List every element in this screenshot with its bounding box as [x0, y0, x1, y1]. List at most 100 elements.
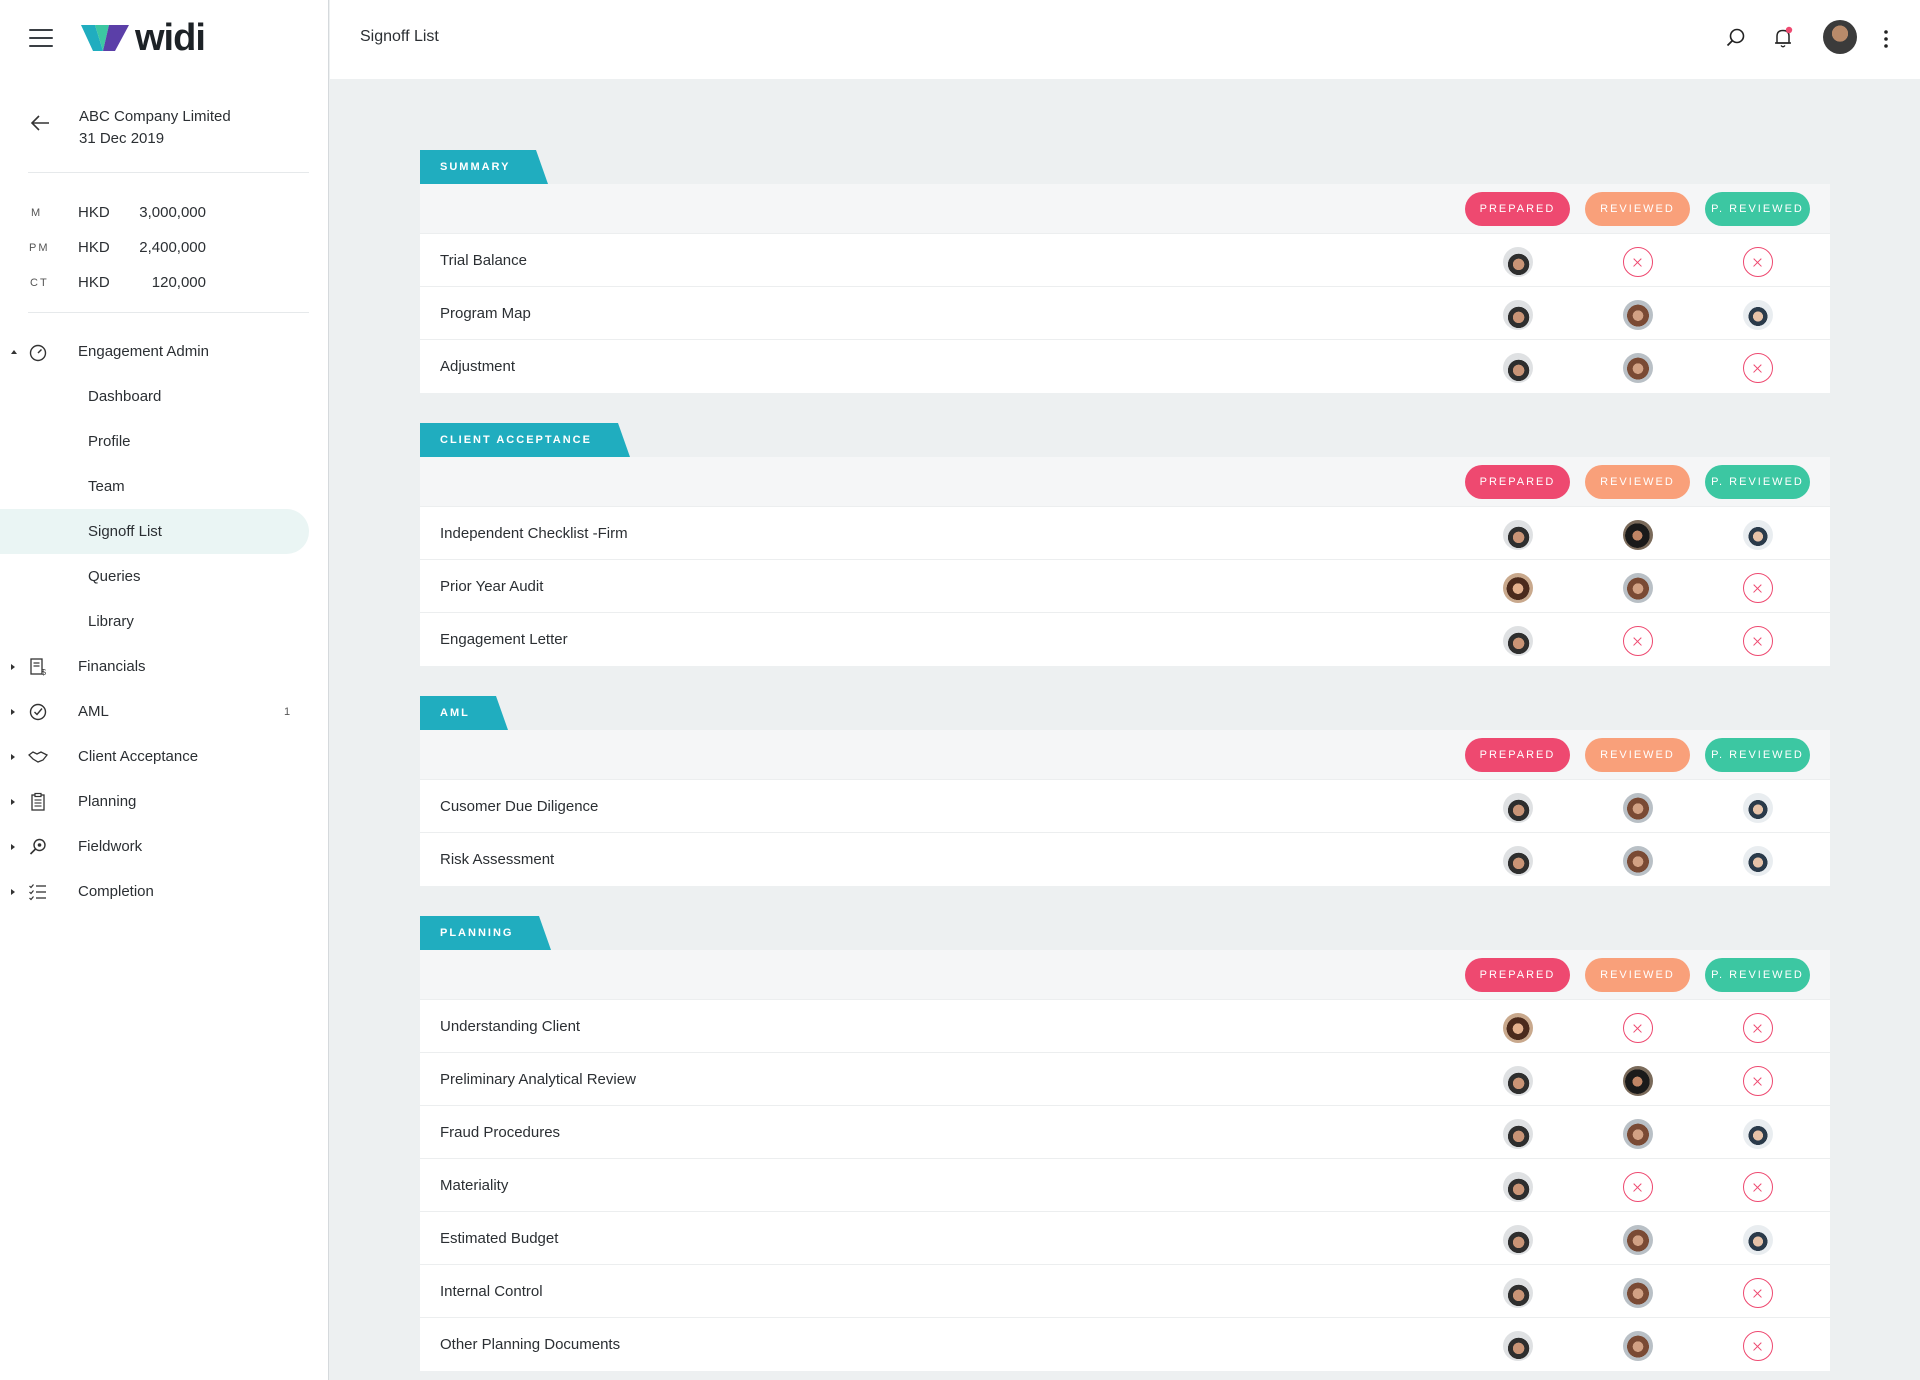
signer-avatar[interactable]: [1503, 793, 1533, 823]
table-row[interactable]: Independent Checklist -Firm: [420, 507, 1830, 560]
p-reviewed-cell[interactable]: [1743, 353, 1773, 383]
not-signed-icon[interactable]: [1743, 1013, 1773, 1043]
signer-avatar[interactable]: [1623, 1066, 1653, 1096]
sidebar-item-library[interactable]: Library: [88, 613, 134, 630]
signer-avatar[interactable]: [1503, 626, 1533, 656]
not-signed-icon[interactable]: [1743, 1066, 1773, 1096]
table-row[interactable]: Internal Control: [420, 1265, 1830, 1318]
signer-avatar[interactable]: [1503, 353, 1533, 383]
prepared-cell[interactable]: [1503, 1066, 1533, 1096]
menu-icon[interactable]: [29, 29, 53, 47]
prepared-cell[interactable]: [1503, 1119, 1533, 1149]
signer-avatar[interactable]: [1503, 573, 1533, 603]
logo[interactable]: widi: [81, 19, 206, 57]
p-reviewed-cell[interactable]: [1743, 1013, 1773, 1043]
table-row[interactable]: Other Planning Documents: [420, 1318, 1830, 1371]
reviewed-cell[interactable]: [1623, 573, 1653, 603]
not-signed-icon[interactable]: [1743, 353, 1773, 383]
nav-financials[interactable]: $ Financials: [0, 644, 328, 689]
signer-avatar[interactable]: [1623, 353, 1653, 383]
not-signed-icon[interactable]: [1743, 1278, 1773, 1308]
reviewed-cell[interactable]: [1623, 846, 1653, 876]
signer-avatar[interactable]: [1623, 1331, 1653, 1361]
p-reviewed-cell[interactable]: [1743, 573, 1773, 603]
user-avatar[interactable]: [1823, 20, 1857, 54]
prepared-cell[interactable]: [1503, 1013, 1533, 1043]
p-reviewed-cell[interactable]: [1743, 247, 1773, 277]
signer-avatar[interactable]: [1503, 520, 1533, 550]
reviewed-cell[interactable]: [1623, 1172, 1653, 1202]
table-row[interactable]: Preliminary Analytical Review: [420, 1053, 1830, 1106]
prepared-cell[interactable]: [1503, 1225, 1533, 1255]
not-signed-icon[interactable]: [1623, 1172, 1653, 1202]
signer-avatar[interactable]: [1503, 247, 1533, 277]
reviewed-cell[interactable]: [1623, 247, 1653, 277]
table-row[interactable]: Fraud Procedures: [420, 1106, 1830, 1159]
not-signed-icon[interactable]: [1623, 1013, 1653, 1043]
table-row[interactable]: Understanding Client: [420, 1000, 1830, 1053]
not-signed-icon[interactable]: [1743, 1172, 1773, 1202]
prepared-cell[interactable]: [1503, 846, 1533, 876]
signer-avatar[interactable]: [1623, 1225, 1653, 1255]
signer-avatar[interactable]: [1503, 1225, 1533, 1255]
signer-avatar[interactable]: [1503, 1119, 1533, 1149]
p-reviewed-cell[interactable]: [1743, 300, 1773, 330]
p-reviewed-cell[interactable]: [1743, 1225, 1773, 1255]
nav-engagement-admin[interactable]: Engagement Admin: [0, 329, 328, 374]
not-signed-icon[interactable]: [1743, 1331, 1773, 1361]
sidebar-item-dashboard[interactable]: Dashboard: [88, 388, 162, 405]
prepared-cell[interactable]: [1503, 353, 1533, 383]
signer-avatar[interactable]: [1623, 1119, 1653, 1149]
prepared-cell[interactable]: [1503, 626, 1533, 656]
prepared-cell[interactable]: [1503, 247, 1533, 277]
bell-icon[interactable]: [1772, 26, 1794, 50]
p-reviewed-cell[interactable]: [1743, 1278, 1773, 1308]
signer-avatar[interactable]: [1623, 846, 1653, 876]
not-signed-icon[interactable]: [1743, 626, 1773, 656]
signer-avatar[interactable]: [1503, 1172, 1533, 1202]
reviewed-cell[interactable]: [1623, 1225, 1653, 1255]
sidebar-item-team[interactable]: Team: [88, 478, 125, 495]
reviewed-cell[interactable]: [1623, 353, 1653, 383]
nav-fieldwork[interactable]: Fieldwork: [0, 824, 328, 869]
reviewed-cell[interactable]: [1623, 793, 1653, 823]
sidebar-item-queries[interactable]: Queries: [88, 568, 141, 585]
signer-avatar[interactable]: [1503, 1013, 1533, 1043]
p-reviewed-cell[interactable]: [1743, 1119, 1773, 1149]
prepared-cell[interactable]: [1503, 520, 1533, 550]
table-row[interactable]: Adjustment: [420, 340, 1830, 393]
reviewed-cell[interactable]: [1623, 1119, 1653, 1149]
prepared-cell[interactable]: [1503, 300, 1533, 330]
table-row[interactable]: Cusomer Due Diligence: [420, 780, 1830, 833]
signer-avatar[interactable]: [1743, 1119, 1773, 1149]
prepared-cell[interactable]: [1503, 573, 1533, 603]
nav-planning[interactable]: Planning: [0, 779, 328, 824]
nav-aml[interactable]: AML 1: [0, 689, 328, 734]
sidebar-item-signoff-list[interactable]: Signoff List: [0, 509, 309, 554]
signer-avatar[interactable]: [1623, 1278, 1653, 1308]
p-reviewed-cell[interactable]: [1743, 846, 1773, 876]
table-row[interactable]: Program Map: [420, 287, 1830, 340]
signer-avatar[interactable]: [1623, 793, 1653, 823]
signer-avatar[interactable]: [1623, 573, 1653, 603]
reviewed-cell[interactable]: [1623, 300, 1653, 330]
reviewed-cell[interactable]: [1623, 1278, 1653, 1308]
signer-avatar[interactable]: [1503, 1066, 1533, 1096]
table-row[interactable]: Trial Balance: [420, 234, 1830, 287]
signer-avatar[interactable]: [1503, 846, 1533, 876]
p-reviewed-cell[interactable]: [1743, 1066, 1773, 1096]
p-reviewed-cell[interactable]: [1743, 793, 1773, 823]
nav-completion[interactable]: Completion: [0, 869, 328, 914]
reviewed-cell[interactable]: [1623, 1066, 1653, 1096]
signer-avatar[interactable]: [1623, 520, 1653, 550]
not-signed-icon[interactable]: [1623, 626, 1653, 656]
table-row[interactable]: Estimated Budget: [420, 1212, 1830, 1265]
reviewed-cell[interactable]: [1623, 520, 1653, 550]
signer-avatar[interactable]: [1743, 300, 1773, 330]
signer-avatar[interactable]: [1743, 1225, 1773, 1255]
prepared-cell[interactable]: [1503, 1331, 1533, 1361]
table-row[interactable]: Risk Assessment: [420, 833, 1830, 886]
more-vertical-icon[interactable]: [1883, 29, 1889, 49]
table-row[interactable]: Engagement Letter: [420, 613, 1830, 666]
prepared-cell[interactable]: [1503, 1172, 1533, 1202]
